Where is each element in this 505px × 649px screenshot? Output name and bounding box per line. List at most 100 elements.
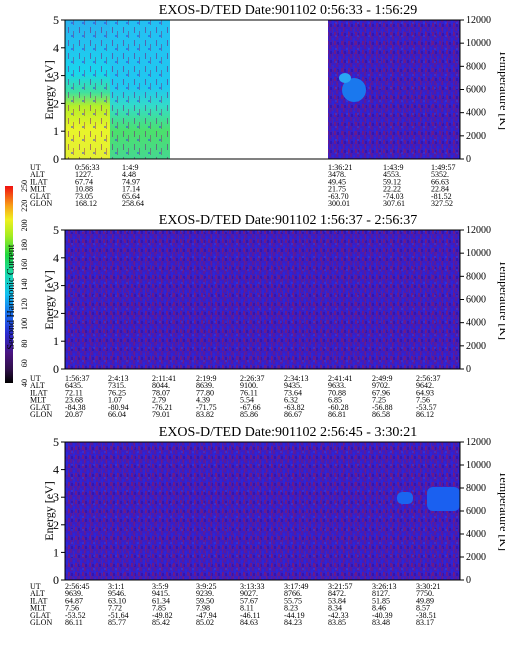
table-ut: 2:56:45	[65, 582, 89, 591]
table-cell: 85.02	[196, 618, 214, 627]
table-ut: 1:4:9	[122, 163, 138, 172]
table-cell: 4.39	[196, 396, 210, 405]
y2tick-label: 12000	[466, 437, 491, 448]
colorbar-gradient	[5, 186, 13, 383]
panel-2-yticks: 0 1 2 3 4 5	[53, 223, 65, 376]
table-cell: 86.58	[372, 410, 390, 419]
table-row-label: GLAT	[30, 192, 51, 201]
table-cell: 83.48	[372, 618, 390, 627]
y2tick-label: 10000	[466, 460, 491, 471]
panel-1-ylabel: Energy [eV]	[42, 60, 56, 119]
table-cell: 9100.	[240, 381, 258, 390]
panel-3-blob-small	[397, 492, 413, 504]
table-cell: 7.85	[152, 604, 166, 613]
ytick-label: 5	[53, 13, 59, 27]
panel-3-y2label: Temperature [K]	[497, 471, 505, 551]
table-cell: -80.94	[108, 403, 129, 412]
table-cell: 327.52	[431, 199, 453, 208]
ytick-label: 3	[53, 279, 59, 293]
table-row-label: ALT	[30, 170, 45, 179]
table-ut: 1:49:57	[431, 163, 455, 172]
table-ut: 3:26:13	[372, 582, 396, 591]
table-row-label: MLT	[30, 185, 46, 194]
table-cell: 76.25	[108, 388, 126, 397]
table-cell: 64.93	[416, 388, 434, 397]
colorbar-tick-label: 100	[20, 318, 29, 330]
colorbar-tick-label: 200	[20, 219, 29, 231]
ytick-label: 2	[53, 306, 59, 320]
y2tick-label: 12000	[466, 15, 491, 26]
panel-3-yticks: 0 1 2 3 4 5	[53, 435, 65, 587]
table-ut: 2:19:9	[196, 374, 216, 383]
table-cell: 72.11	[65, 388, 83, 397]
table-cell: 9027.	[240, 589, 258, 598]
table-cell: 85.77	[108, 618, 126, 627]
table-cell: 8472.	[328, 589, 346, 598]
table-cell: -63.82	[284, 403, 305, 412]
table-cell: 8.11	[240, 604, 254, 613]
table-cell: 23.68	[65, 396, 83, 405]
table-cell: -84.38	[65, 403, 86, 412]
table-cell: 74.97	[122, 177, 140, 186]
table-cell: 84.63	[240, 618, 258, 627]
colorbar-tick-label: 60	[20, 359, 29, 367]
y2tick-label: 10000	[466, 38, 491, 49]
colorbar-tick-label: 40	[20, 379, 29, 387]
table-cell: -71.75	[196, 403, 217, 412]
table-cell: -47.94	[196, 611, 217, 620]
table-cell: -81.52	[431, 192, 452, 201]
colorbar-tick-label: 220	[20, 200, 29, 212]
table-cell: 8.57	[416, 604, 430, 613]
table-ut: 2:4:13	[108, 374, 128, 383]
table-cell: -67.66	[240, 403, 261, 412]
table-row-label: GLON	[30, 199, 52, 208]
table-row-label: ALT	[30, 381, 45, 390]
table-cell: 3478.	[328, 170, 346, 179]
table-cell: 76.11	[240, 388, 258, 397]
panel-1: EXOS-D/TED Date:901102 0:56:33 - 1:56:29…	[30, 3, 505, 208]
y2tick-label: 12000	[466, 225, 491, 236]
table-cell: 7.56	[416, 396, 430, 405]
colorbar-ticks: 40 60 80 100 120 140 160 180 200 220 250	[20, 180, 29, 387]
table-cell: 8127.	[372, 589, 390, 598]
colorbar-tick-label: 160	[20, 259, 29, 271]
y2tick-label: 4000	[466, 318, 486, 329]
table-cell: 83.82	[196, 410, 214, 419]
y2tick-label: 4000	[466, 529, 486, 540]
table-cell: 8.46	[372, 604, 386, 613]
table-cell: 9435.	[284, 381, 302, 390]
colorbar: Second Harmonic Current 40 60 80 100 120 140 1…	[5, 180, 29, 387]
table-cell: 9702.	[372, 381, 390, 390]
y2tick-label: 0	[466, 575, 471, 586]
table-row-label: GLAT	[30, 403, 51, 412]
ytick-label: 1	[53, 124, 59, 138]
table-cell: 20.87	[65, 410, 83, 419]
table-cell: -51.64	[108, 611, 129, 620]
panel-1-y2ticks: 0 2000 4000 6000 8000 10000 12000	[460, 15, 491, 165]
table-cell: 307.61	[383, 199, 405, 208]
table-ut: 3:1:1	[108, 582, 124, 591]
table-cell: 9633.	[328, 381, 346, 390]
y2tick-label: 6000	[466, 85, 486, 96]
table-cell: 8044.	[152, 381, 170, 390]
ytick-label: 0	[53, 152, 59, 166]
y2tick-label: 8000	[466, 271, 486, 282]
table-cell: -40.39	[372, 611, 393, 620]
table-cell: -56.88	[372, 403, 393, 412]
panel-3-y2ticks: 0 2000 4000 6000 8000 10000 12000	[460, 437, 491, 586]
ytick-label: 3	[53, 490, 59, 504]
panel-2-title: EXOS-D/TED Date:901102 1:56:37 - 2:56:37	[159, 213, 417, 228]
colorbar-tick-label: 250	[20, 180, 29, 192]
table-cell: 63.10	[108, 596, 126, 605]
table-cell: -53.57	[416, 403, 437, 412]
table-cell: 17.14	[122, 185, 140, 194]
table-cell: 258.64	[122, 199, 144, 208]
table-cell: 4553.	[383, 170, 401, 179]
table-cell: 5352.	[431, 170, 449, 179]
table-row-label: GLON	[30, 618, 52, 627]
table-cell: 83.85	[328, 618, 346, 627]
ytick-label: 2	[53, 518, 59, 532]
panel-3-spectrogram-texture	[65, 442, 460, 580]
table-cell: 5.54	[240, 396, 254, 405]
